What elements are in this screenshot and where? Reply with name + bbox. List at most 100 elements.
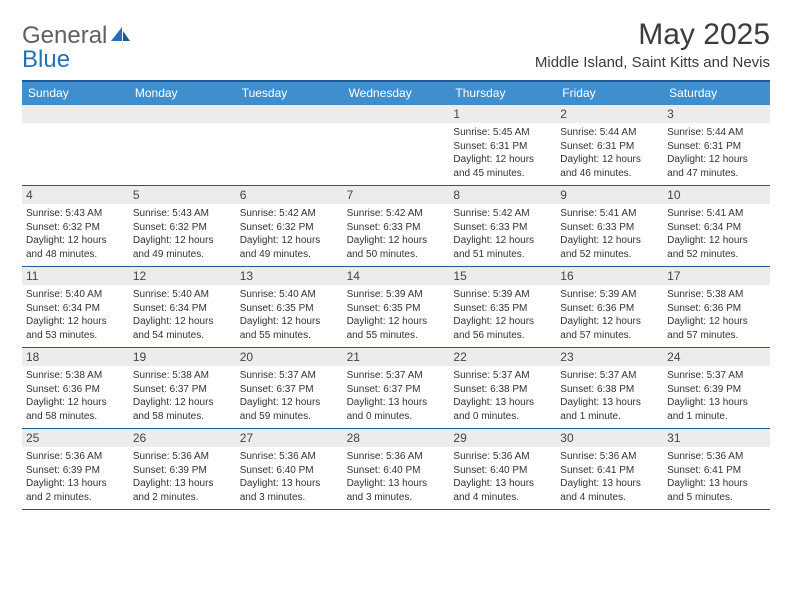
day-info: Sunrise: 5:42 AMSunset: 6:33 PMDaylight:…	[347, 207, 446, 261]
sunrise-line: Sunrise: 5:40 AM	[26, 288, 125, 302]
day-header-cell: Thursday	[449, 82, 556, 105]
sunset-line: Sunset: 6:33 PM	[560, 221, 659, 235]
day-number: 30	[556, 429, 663, 447]
sunrise-line: Sunrise: 5:44 AM	[667, 126, 766, 140]
day-cell: 18 Sunrise: 5:38 AMSunset: 6:36 PMDayligh…	[22, 348, 129, 428]
sunset-line: Sunset: 6:38 PM	[453, 383, 552, 397]
daylight1-line: Daylight: 12 hours	[560, 234, 659, 248]
daylight1-line: Daylight: 12 hours	[240, 234, 339, 248]
day-header-cell: Tuesday	[236, 82, 343, 105]
sunset-line: Sunset: 6:32 PM	[133, 221, 232, 235]
day-number	[343, 105, 450, 123]
daylight2-line: and 0 minutes.	[347, 410, 446, 424]
day-number: 19	[129, 348, 236, 366]
day-number: 6	[236, 186, 343, 204]
daylight2-line: and 57 minutes.	[560, 329, 659, 343]
daylight1-line: Daylight: 13 hours	[133, 477, 232, 491]
sunset-line: Sunset: 6:41 PM	[560, 464, 659, 478]
daylight2-line: and 55 minutes.	[240, 329, 339, 343]
day-number: 13	[236, 267, 343, 285]
daylight2-line: and 4 minutes.	[453, 491, 552, 505]
daylight1-line: Daylight: 13 hours	[347, 396, 446, 410]
sunrise-line: Sunrise: 5:41 AM	[560, 207, 659, 221]
month-title: May 2025	[535, 18, 770, 52]
daylight2-line: and 56 minutes.	[453, 329, 552, 343]
sunset-line: Sunset: 6:32 PM	[240, 221, 339, 235]
daylight1-line: Daylight: 12 hours	[667, 234, 766, 248]
sunset-line: Sunset: 6:36 PM	[560, 302, 659, 316]
week-row: 4Sunrise: 5:43 AMSunset: 6:32 PMDaylight…	[22, 186, 770, 267]
day-info: Sunrise: 5:36 AMSunset: 6:40 PMDaylight:…	[240, 450, 339, 504]
daylight2-line: and 2 minutes.	[133, 491, 232, 505]
daylight1-line: Daylight: 13 hours	[560, 477, 659, 491]
sunset-line: Sunset: 6:35 PM	[453, 302, 552, 316]
day-cell: 2Sunrise: 5:44 AMSunset: 6:31 PMDaylight…	[556, 105, 663, 185]
daylight1-line: Daylight: 13 hours	[240, 477, 339, 491]
day-number: 8	[449, 186, 556, 204]
sunset-line: Sunset: 6:34 PM	[133, 302, 232, 316]
daylight2-line: and 0 minutes.	[453, 410, 552, 424]
day-number: 14	[343, 267, 450, 285]
sunrise-line: Sunrise: 5:43 AM	[26, 207, 125, 221]
day-cell: 23Sunrise: 5:37 AMSunset: 6:38 PMDayligh…	[556, 348, 663, 428]
day-number: 22	[449, 348, 556, 366]
day-number: 7	[343, 186, 450, 204]
day-info: Sunrise: 5:38 AMSunset: 6:37 PMDaylight:…	[133, 369, 232, 423]
sunrise-line: Sunrise: 5:36 AM	[240, 450, 339, 464]
daylight1-line: Daylight: 12 hours	[667, 153, 766, 167]
day-info: Sunrise: 5:38 AMSunset: 6:36 PMDaylight:…	[26, 369, 125, 423]
daylight1-line: Daylight: 12 hours	[240, 315, 339, 329]
daylight1-line: Daylight: 12 hours	[560, 315, 659, 329]
header: GeneralBlue May 2025 Middle Island, Sain…	[22, 18, 770, 72]
day-cell: 14Sunrise: 5:39 AMSunset: 6:35 PMDayligh…	[343, 267, 450, 347]
day-number: 11	[22, 267, 129, 285]
day-number: 24	[663, 348, 770, 366]
daylight2-line: and 58 minutes.	[26, 410, 125, 424]
day-number: 15	[449, 267, 556, 285]
logo: GeneralBlue	[22, 24, 131, 72]
day-header-row: SundayMondayTuesdayWednesdayThursdayFrid…	[22, 82, 770, 105]
daylight2-line: and 49 minutes.	[133, 248, 232, 262]
day-number	[22, 105, 129, 123]
day-number: 1	[449, 105, 556, 123]
daylight2-line: and 53 minutes.	[26, 329, 125, 343]
sunrise-line: Sunrise: 5:36 AM	[347, 450, 446, 464]
sunset-line: Sunset: 6:34 PM	[667, 221, 766, 235]
day-info: Sunrise: 5:42 AMSunset: 6:32 PMDaylight:…	[240, 207, 339, 261]
sunrise-line: Sunrise: 5:42 AM	[240, 207, 339, 221]
sunrise-line: Sunrise: 5:36 AM	[453, 450, 552, 464]
daylight1-line: Daylight: 12 hours	[133, 396, 232, 410]
sunrise-line: Sunrise: 5:41 AM	[667, 207, 766, 221]
day-cell: 5Sunrise: 5:43 AMSunset: 6:32 PMDaylight…	[129, 186, 236, 266]
sunset-line: Sunset: 6:41 PM	[667, 464, 766, 478]
sunset-line: Sunset: 6:31 PM	[560, 140, 659, 154]
day-number: 29	[449, 429, 556, 447]
daylight1-line: Daylight: 12 hours	[133, 234, 232, 248]
daylight2-line: and 48 minutes.	[26, 248, 125, 262]
daylight2-line: and 46 minutes.	[560, 167, 659, 181]
sunrise-line: Sunrise: 5:42 AM	[453, 207, 552, 221]
day-cell: 15 Sunrise: 5:39 AMSunset: 6:35 PMDayligh…	[449, 267, 556, 347]
day-info: Sunrise: 5:37 AMSunset: 6:37 PMDaylight:…	[240, 369, 339, 423]
day-cell: 24 Sunrise: 5:37 AMSunset: 6:39 PMDayligh…	[663, 348, 770, 428]
day-header-cell: Saturday	[663, 82, 770, 105]
day-number: 18	[22, 348, 129, 366]
weeks-container: 1Sunrise: 5:45 AMSunset: 6:31 PMDaylight…	[22, 105, 770, 510]
daylight2-line: and 1 minute.	[667, 410, 766, 424]
day-info: Sunrise: 5:36 AMSunset: 6:40 PMDaylight:…	[347, 450, 446, 504]
day-cell: 9Sunrise: 5:41 AMSunset: 6:33 PMDaylight…	[556, 186, 663, 266]
sunset-line: Sunset: 6:37 PM	[240, 383, 339, 397]
day-number: 21	[343, 348, 450, 366]
day-info: Sunrise: 5:37 AMSunset: 6:38 PMDaylight:…	[560, 369, 659, 423]
daylight1-line: Daylight: 12 hours	[560, 153, 659, 167]
day-info: Sunrise: 5:39 AMSunset: 6:35 PMDaylight:…	[453, 288, 552, 342]
day-header-cell: Sunday	[22, 82, 129, 105]
day-info: Sunrise: 5:37 AMSunset: 6:39 PMDaylight:…	[667, 369, 766, 423]
day-cell: 22Sunrise: 5:37 AMSunset: 6:38 PMDayligh…	[449, 348, 556, 428]
day-cell: 21Sunrise: 5:37 AMSunset: 6:37 PMDayligh…	[343, 348, 450, 428]
day-info: Sunrise: 5:36 AMSunset: 6:39 PMDaylight:…	[26, 450, 125, 504]
day-cell: 30Sunrise: 5:36 AMSunset: 6:41 PMDayligh…	[556, 429, 663, 509]
day-number: 2	[556, 105, 663, 123]
day-number: 27	[236, 429, 343, 447]
day-info: Sunrise: 5:36 AMSunset: 6:40 PMDaylight:…	[453, 450, 552, 504]
